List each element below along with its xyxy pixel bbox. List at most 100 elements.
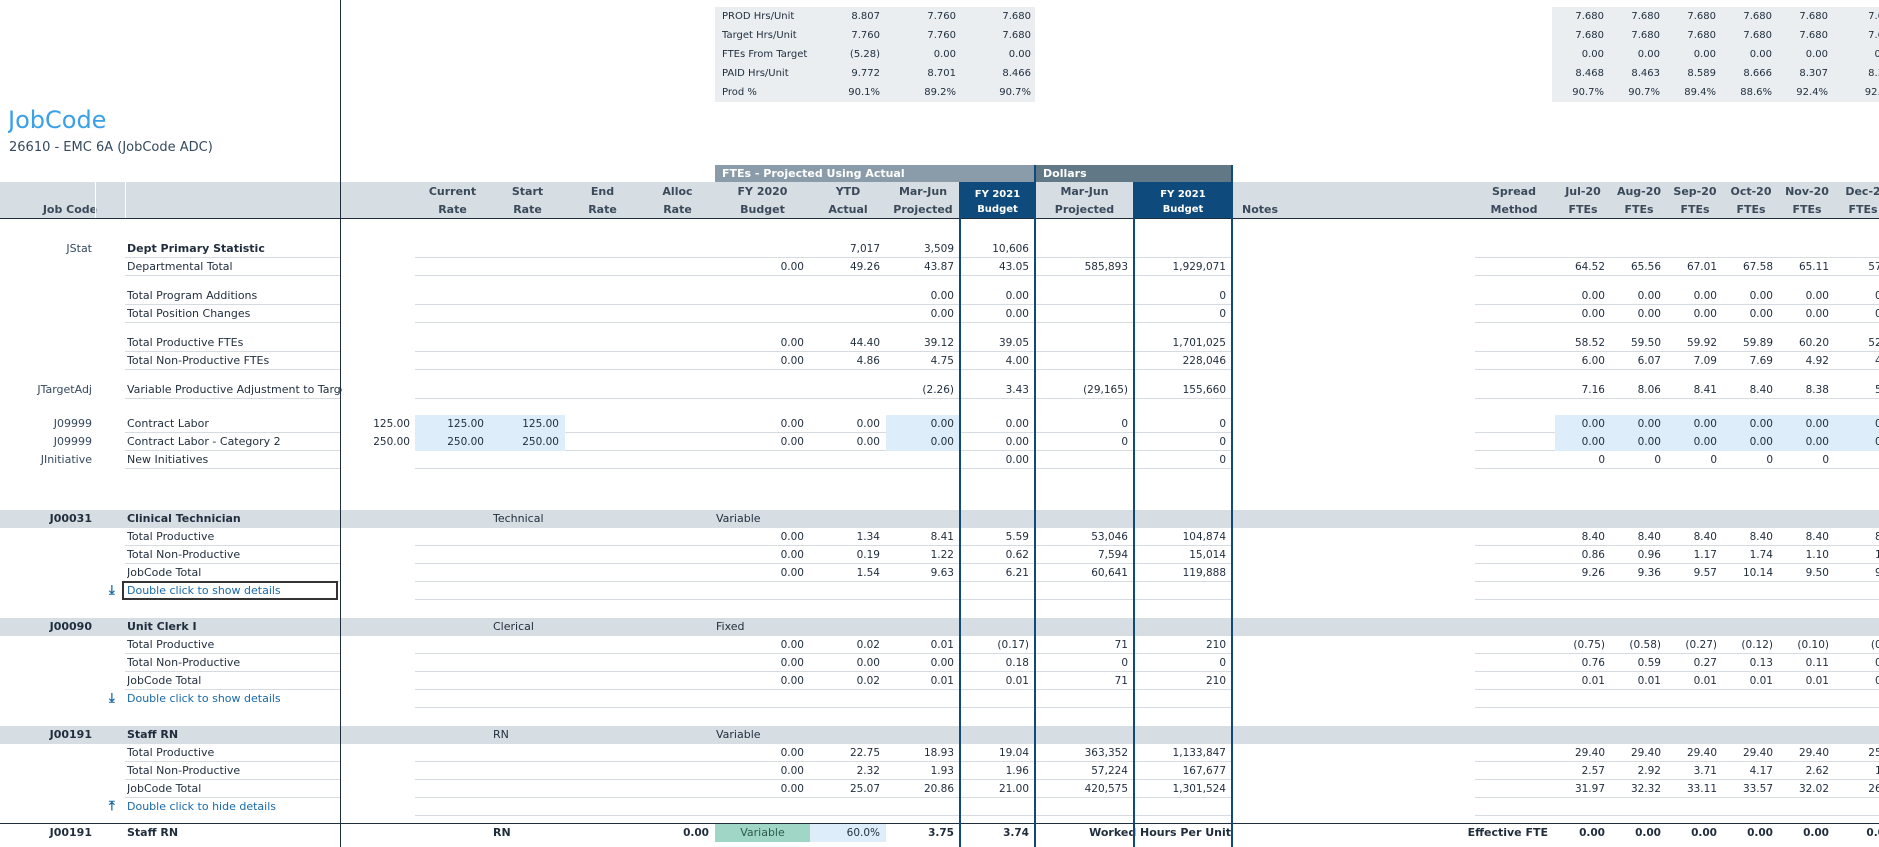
group-row-month: 3.71 [1693,765,1717,777]
row-month-value: 60.20 [1798,337,1829,349]
row-value[interactable]: 0.00 [886,415,960,433]
row-value: 0.00 [1005,418,1029,430]
group-row-month: (0.75) [1573,639,1605,651]
detail-ytd-input[interactable]: 60.0% [810,824,886,842]
row-month-value[interactable]: 0.00 [1723,433,1779,451]
group-row-label: Total Non-Productive [127,548,241,561]
group-row-value: 363,352 [1084,747,1128,759]
group-row-value: 1.93 [930,765,954,777]
header-6-bottom: Projected [893,203,953,216]
stats-value: 7.760 [851,30,880,41]
stats-month-value: 8.666 [1743,68,1772,79]
detail-worked-hours-label: Worked Hours Per Unit [1089,826,1231,839]
row-month-value[interactable]: 0. [1835,433,1879,451]
group-header-bg [0,618,1879,636]
detail-effective-fte-label: Effective FTE [1467,826,1548,839]
stats-value: 0.00 [933,49,956,60]
group-row-month: 0. [1874,657,1879,669]
group-method: Variable [716,512,761,525]
page-subtitle: 26610 - EMC 6A (JobCode ADC) [9,140,213,155]
budget-fte-right-border [1034,165,1036,847]
header-4-top: FY 2020 [737,185,788,198]
row-label: Contract Labor [127,417,209,430]
row-month-value[interactable]: 0. [1835,415,1879,433]
group-label: Clinical Technician [127,512,241,525]
row-month-value[interactable]: 0.00 [1611,433,1667,451]
row-divider [415,599,1232,600]
row-value: 0 [1219,418,1226,430]
group-row-month: 10.14 [1742,567,1773,579]
header-notes: Notes [1242,203,1279,216]
row-value[interactable]: 125.00 [490,415,565,433]
row-month-value[interactable]: 0.00 [1779,433,1835,451]
collapse-icon[interactable]: ⤒ [109,799,115,814]
row-month-value[interactable]: 0.00 [1555,433,1611,451]
row-month-value[interactable]: 0.00 [1723,415,1779,433]
group-row-value: 1,133,847 [1172,747,1226,759]
row-month-value: 0 [1598,454,1605,466]
row-divider [1475,581,1879,582]
row-value[interactable]: 125.00 [415,415,490,433]
group-row-label: Total Non-Productive [127,764,241,777]
row-month-value: 0.00 [1693,308,1717,320]
group-row-value: 420,575 [1084,783,1128,795]
row-month-value: 0 [1710,454,1717,466]
stats-label: PAID Hrs/Unit [722,68,789,79]
row-value: 4.86 [856,355,880,367]
row-code: J09999 [53,435,92,448]
row-value[interactable]: 250.00 [490,433,565,451]
stats-month-value: 7.680 [1799,30,1828,41]
header-month-1-top: Aug-20 [1616,185,1662,198]
header-month-5-top: Dec-2 [1845,185,1879,198]
group-row-month: (0.12) [1741,639,1773,651]
row-month-value[interactable]: 0.00 [1779,415,1835,433]
group-row-value: 22.75 [849,747,880,759]
group-code: J00031 [49,512,92,525]
row-month-value[interactable]: 0.00 [1611,415,1667,433]
row-month-value: 0.00 [1637,308,1661,320]
row-month-value[interactable]: 0.00 [1555,415,1611,433]
expand-icon[interactable]: ⤓ [109,583,115,598]
row-value[interactable]: 0.00 [886,433,960,451]
row-month-value: 65.11 [1798,261,1829,273]
detail-method-select[interactable]: Variable [715,824,810,842]
header-5-top: YTD [835,185,861,198]
row-divider [415,653,1232,654]
stats-panel-months [1552,7,1879,102]
row-month-value[interactable]: 0.00 [1667,433,1723,451]
group-header-bg [0,510,1879,528]
row-label: New Initiatives [127,453,209,466]
row-month-value: 5. [1874,384,1879,396]
detail-budget: 3.74 [1003,827,1029,839]
stats-month-value: 90.7% [1572,87,1604,98]
row-divider [1475,797,1879,798]
expand-icon[interactable]: ⤓ [109,691,115,706]
group-category: RN [493,728,509,741]
stats-panel [715,7,1035,102]
group-row-month: (0.58) [1629,639,1661,651]
group-row-value: 6.21 [1005,567,1029,579]
row-value: 3.43 [1005,384,1029,396]
row-month-value: 0.00 [1693,290,1717,302]
group-row-month: 8.40 [1805,531,1829,543]
row-divider [415,275,1232,276]
stats-month-value: 8.3 [1868,68,1879,79]
row-divider [125,779,340,780]
group-row-value: 0.02 [856,639,880,651]
group-row-month: 1. [1874,765,1879,777]
group-row-month: 0.86 [1581,549,1605,561]
column-header-row [0,182,1879,218]
row-month-value: 52. [1868,337,1879,349]
hide-details-link[interactable]: Double click to hide details [127,800,277,813]
row-divider [125,761,340,762]
group-row-value: 20.86 [923,783,954,795]
show-details-link[interactable]: Double click to show details [127,692,281,705]
group-category: Clerical [493,620,534,633]
row-month-value: 59.92 [1686,337,1717,349]
stats-month-value: 88.6% [1740,87,1772,98]
row-month-value[interactable]: 0.00 [1667,415,1723,433]
group-row-value: 71 [1114,675,1128,687]
row-value[interactable]: 250.00 [415,433,490,451]
show-details-link[interactable]: Double click to show details [127,584,281,597]
stats-month-value: 8.589 [1687,68,1716,79]
